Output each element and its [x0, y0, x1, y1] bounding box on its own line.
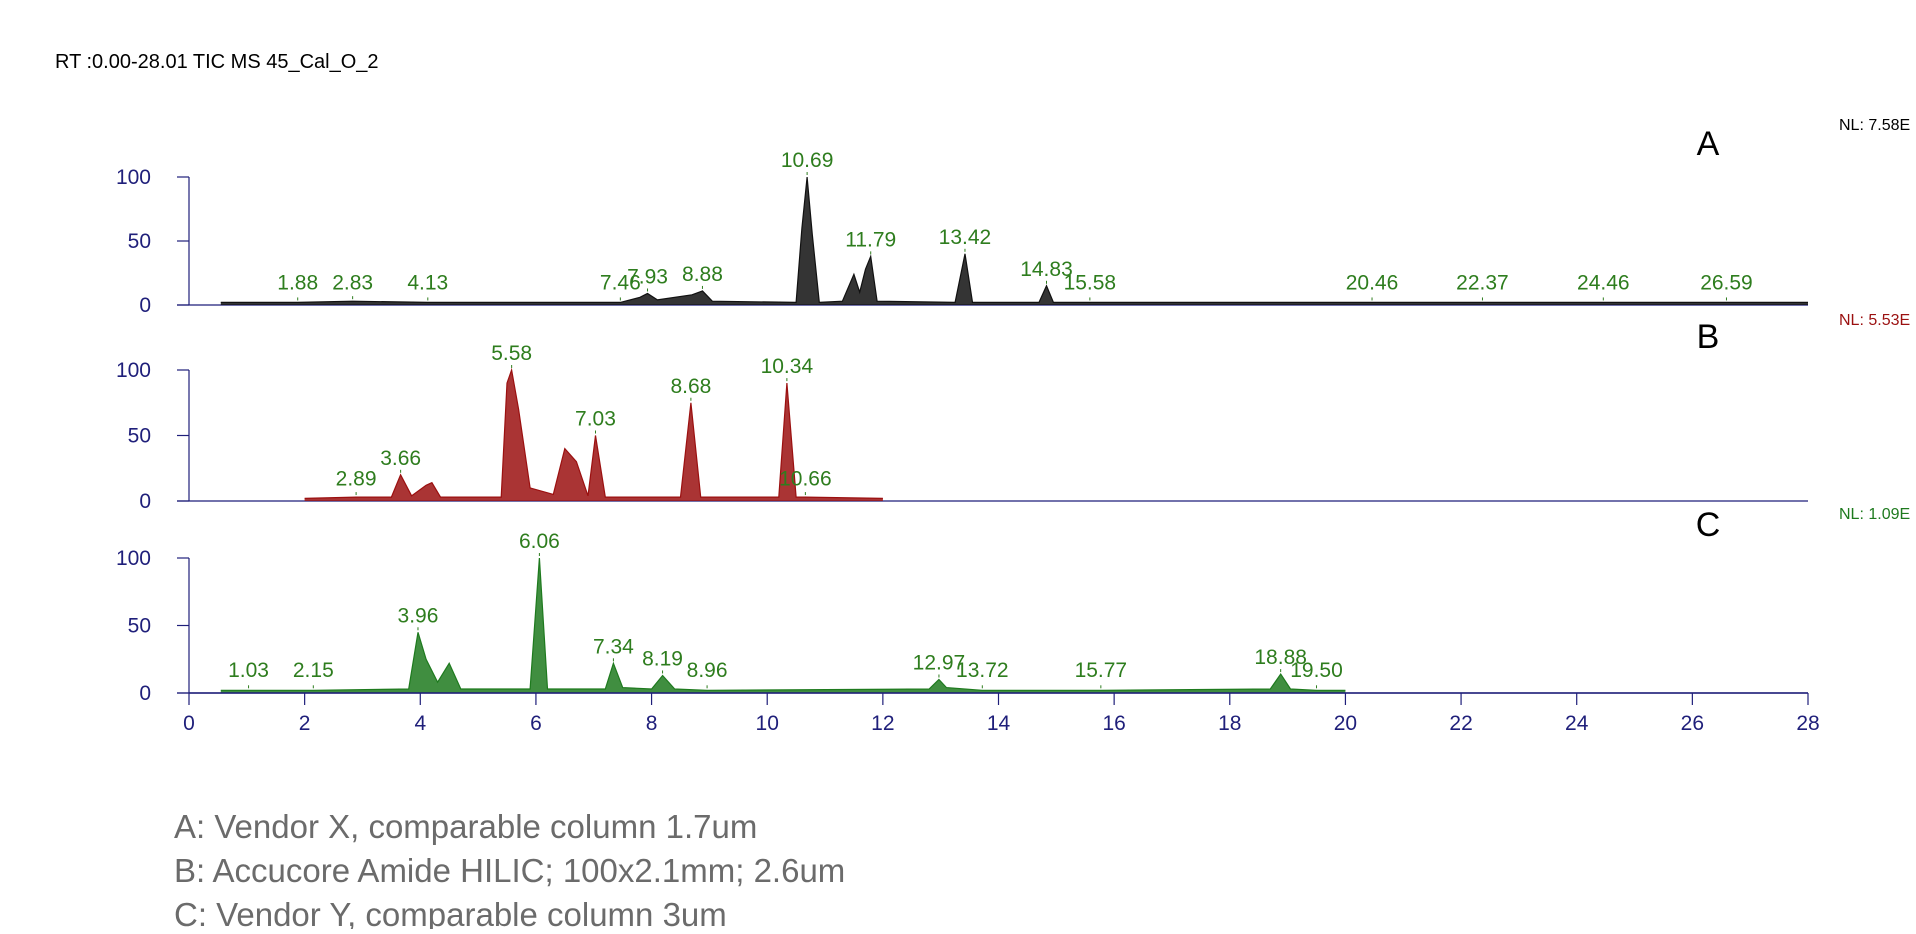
x-tick-label: 14	[987, 712, 1011, 735]
peak-label: 12.97	[913, 652, 966, 675]
peak-label: 10.69	[781, 149, 834, 172]
x-tick-label: 20	[1334, 712, 1357, 735]
y-tick-label: 100	[116, 359, 151, 382]
peak-label: 20.46	[1346, 272, 1399, 295]
y-tick-label: 50	[128, 230, 151, 253]
x-tick-label: 6	[530, 712, 542, 735]
peak-label: 26.59	[1700, 272, 1753, 295]
peak-label: 1.88	[277, 272, 318, 295]
y-tick-label: 0	[139, 682, 151, 705]
peak-label: 13.72	[956, 659, 1009, 682]
x-tick-label: 8	[646, 712, 658, 735]
peak-label: 19.50	[1290, 659, 1343, 682]
peak-label: 2.83	[332, 272, 373, 295]
peak-label: 24.46	[1577, 272, 1630, 295]
trace-fill	[304, 370, 883, 501]
note: A: Vendor X, comparable column 1.7um	[174, 808, 757, 845]
panel-label: B	[1697, 318, 1720, 356]
trace-line	[220, 176, 1808, 304]
y-tick-label: 0	[139, 490, 151, 513]
peak-label: 13.42	[939, 226, 992, 249]
peak-label: 8.68	[670, 375, 711, 398]
peak-label: 3.96	[398, 604, 439, 627]
x-tick-label: 10	[756, 712, 779, 735]
x-tick-label: 4	[414, 712, 426, 735]
trace-fill	[220, 177, 1808, 305]
peak-label: 2.15	[293, 659, 334, 682]
y-tick-label: 50	[128, 425, 151, 448]
x-tick-label: 26	[1681, 712, 1704, 735]
peak-label: 8.19	[642, 647, 683, 670]
peak-label: 6.06	[519, 530, 560, 553]
nl-label: NL: 1.09E	[1839, 506, 1910, 523]
x-tick-label: 2	[299, 712, 311, 735]
peak-label: 15.77	[1075, 659, 1128, 682]
peak-label: 7.46	[600, 272, 641, 295]
nl-label: NL: 7.58E	[1839, 117, 1910, 134]
peak-label: 7.34	[593, 635, 634, 658]
x-tick-label: 0	[183, 712, 195, 735]
peak-label: 2.89	[336, 467, 377, 490]
panel-label: C	[1696, 506, 1721, 544]
chart-title: RT :0.00-28.01 TIC MS 45_Cal_O_2	[55, 51, 379, 73]
note: C: Vendor Y, comparable column 3um	[174, 896, 727, 929]
x-tick-label: 16	[1102, 712, 1125, 735]
note: B: Accucore Amide HILIC; 100x2.1mm; 2.6u…	[174, 852, 845, 889]
peak-label: 4.13	[407, 272, 448, 295]
peak-label: 5.58	[491, 342, 532, 365]
trace-line	[220, 557, 1346, 691]
trace-line	[304, 367, 883, 499]
peak-label: 18.88	[1254, 646, 1307, 669]
peak-label: 14.83	[1020, 258, 1073, 281]
peak-label: 8.96	[687, 659, 728, 682]
panel-label: A	[1697, 125, 1720, 163]
peak-label: 3.66	[380, 447, 421, 470]
peak-label: 10.66	[779, 467, 832, 490]
x-tick-label: 22	[1449, 712, 1472, 735]
peak-label: 8.88	[682, 263, 723, 286]
peak-label: 11.79	[845, 228, 896, 251]
y-tick-label: 0	[139, 294, 151, 317]
x-tick-label: 18	[1218, 712, 1241, 735]
peak-label: 15.58	[1064, 272, 1117, 295]
peak-label: 1.03	[228, 659, 269, 682]
x-tick-label: 24	[1565, 712, 1589, 735]
y-tick-label: 100	[116, 547, 151, 570]
trace-fill	[220, 558, 1346, 693]
peak-label: 7.03	[575, 408, 616, 431]
nl-label: NL: 5.53E	[1839, 312, 1910, 329]
y-tick-label: 50	[128, 615, 151, 638]
y-tick-label: 100	[116, 166, 151, 189]
x-tick-label: 28	[1796, 712, 1819, 735]
peak-label: 10.34	[761, 355, 814, 378]
peak-label: 7.93	[627, 265, 668, 288]
peak-label: 22.37	[1456, 272, 1509, 295]
x-tick-label: 12	[871, 712, 894, 735]
